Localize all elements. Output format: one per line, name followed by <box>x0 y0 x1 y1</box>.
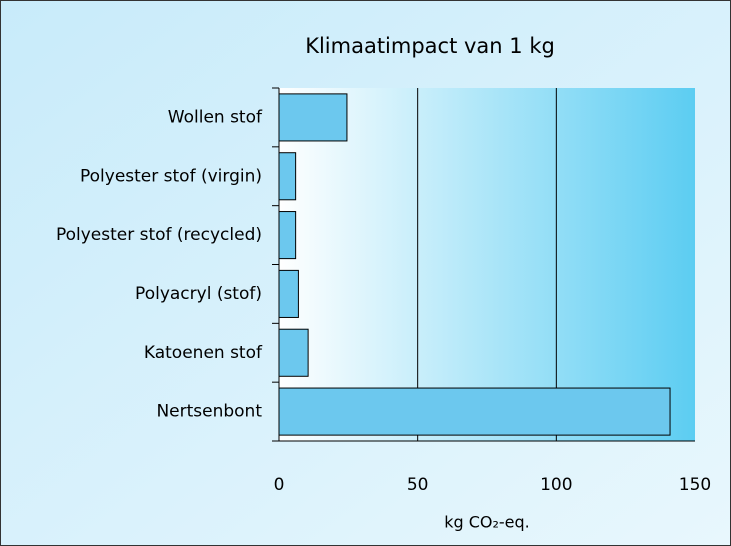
bar <box>278 152 297 201</box>
y-tick-label: Polyacryl (stof) <box>135 284 262 304</box>
y-tick-label: Wollen stof <box>168 107 263 127</box>
chart-title: Klimaatimpact van 1 kg <box>305 34 555 58</box>
y-tick-label: Nertsenbont <box>156 402 262 422</box>
y-tick-label: Polyester stof (virgin) <box>80 166 262 186</box>
x-tick-label: 100 <box>540 475 572 495</box>
x-tick-label: 50 <box>407 475 429 495</box>
x-tick-label: 150 <box>679 475 711 495</box>
plot-area <box>279 88 695 441</box>
bar <box>278 328 309 377</box>
bar <box>278 93 348 142</box>
y-tick-label: Katoenen stof <box>144 343 263 363</box>
bar <box>278 211 297 260</box>
bar <box>278 387 671 436</box>
x-axis-label: kg CO₂-eq. <box>444 513 530 532</box>
bar <box>278 269 299 318</box>
y-tick-label: Polyester stof (recycled) <box>56 225 262 245</box>
x-tick-label: 0 <box>274 475 285 495</box>
